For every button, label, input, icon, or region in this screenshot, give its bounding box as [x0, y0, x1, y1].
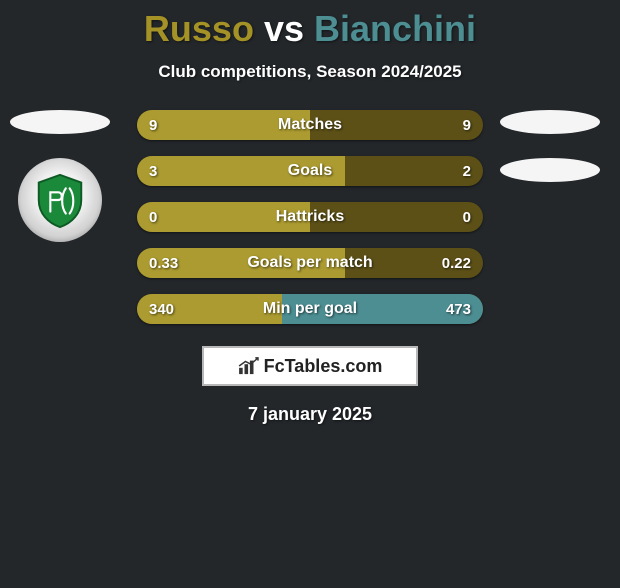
stat-label: Goals: [137, 156, 483, 186]
right-ellipse-placeholder-2: [500, 158, 600, 182]
stat-bar: 0.330.22Goals per match: [137, 248, 483, 278]
right-ellipse-placeholder-1: [500, 110, 600, 134]
bar-chart-icon: [238, 357, 260, 375]
vs-text: vs: [264, 8, 304, 49]
left-club-badge: [18, 158, 102, 242]
stat-bar: 00Hattricks: [137, 202, 483, 232]
player1-name: Russo: [144, 8, 254, 49]
brand-text: FcTables.com: [264, 356, 383, 377]
stat-label: Goals per match: [137, 248, 483, 278]
stat-label: Min per goal: [137, 294, 483, 324]
stat-label: Hattricks: [137, 202, 483, 232]
date: 7 january 2025: [0, 404, 620, 425]
shield-icon: [31, 171, 89, 229]
right-badge-column: [500, 110, 600, 182]
comparison-content: 99Matches 32Goals 00Hattricks 0.330.22Goals…: [0, 110, 620, 425]
subtitle: Club competitions, Season 2024/2025: [0, 62, 620, 82]
stat-bars: 99Matches 32Goals 00Hattricks 0.330.22Goals…: [137, 110, 483, 324]
left-ellipse-placeholder: [10, 110, 110, 134]
stat-bar: 99Matches: [137, 110, 483, 140]
player2-name: Bianchini: [314, 8, 476, 49]
stat-label: Matches: [137, 110, 483, 140]
left-badge-column: [10, 110, 110, 242]
stat-bar: 340473Min per goal: [137, 294, 483, 324]
brand-box[interactable]: FcTables.com: [202, 346, 418, 386]
stat-bar: 32Goals: [137, 156, 483, 186]
comparison-title: Russo vs Bianchini: [0, 8, 620, 50]
